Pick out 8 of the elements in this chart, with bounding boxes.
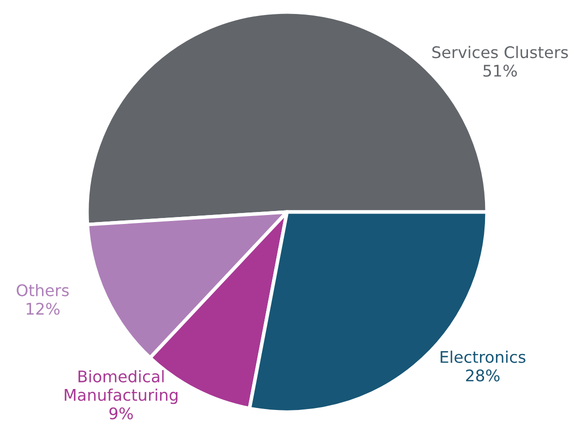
slice-label: Biomedical Manufacturing [64, 370, 178, 404]
data-label: 28% [466, 369, 500, 382]
slice-label: Services Clusters [432, 46, 568, 58]
data-label: 51% [483, 64, 517, 77]
data-label: 12% [26, 302, 60, 315]
slice-label: Others [16, 284, 69, 296]
slice-label: Electronics [440, 350, 526, 364]
data-label: 9% [109, 407, 133, 420]
